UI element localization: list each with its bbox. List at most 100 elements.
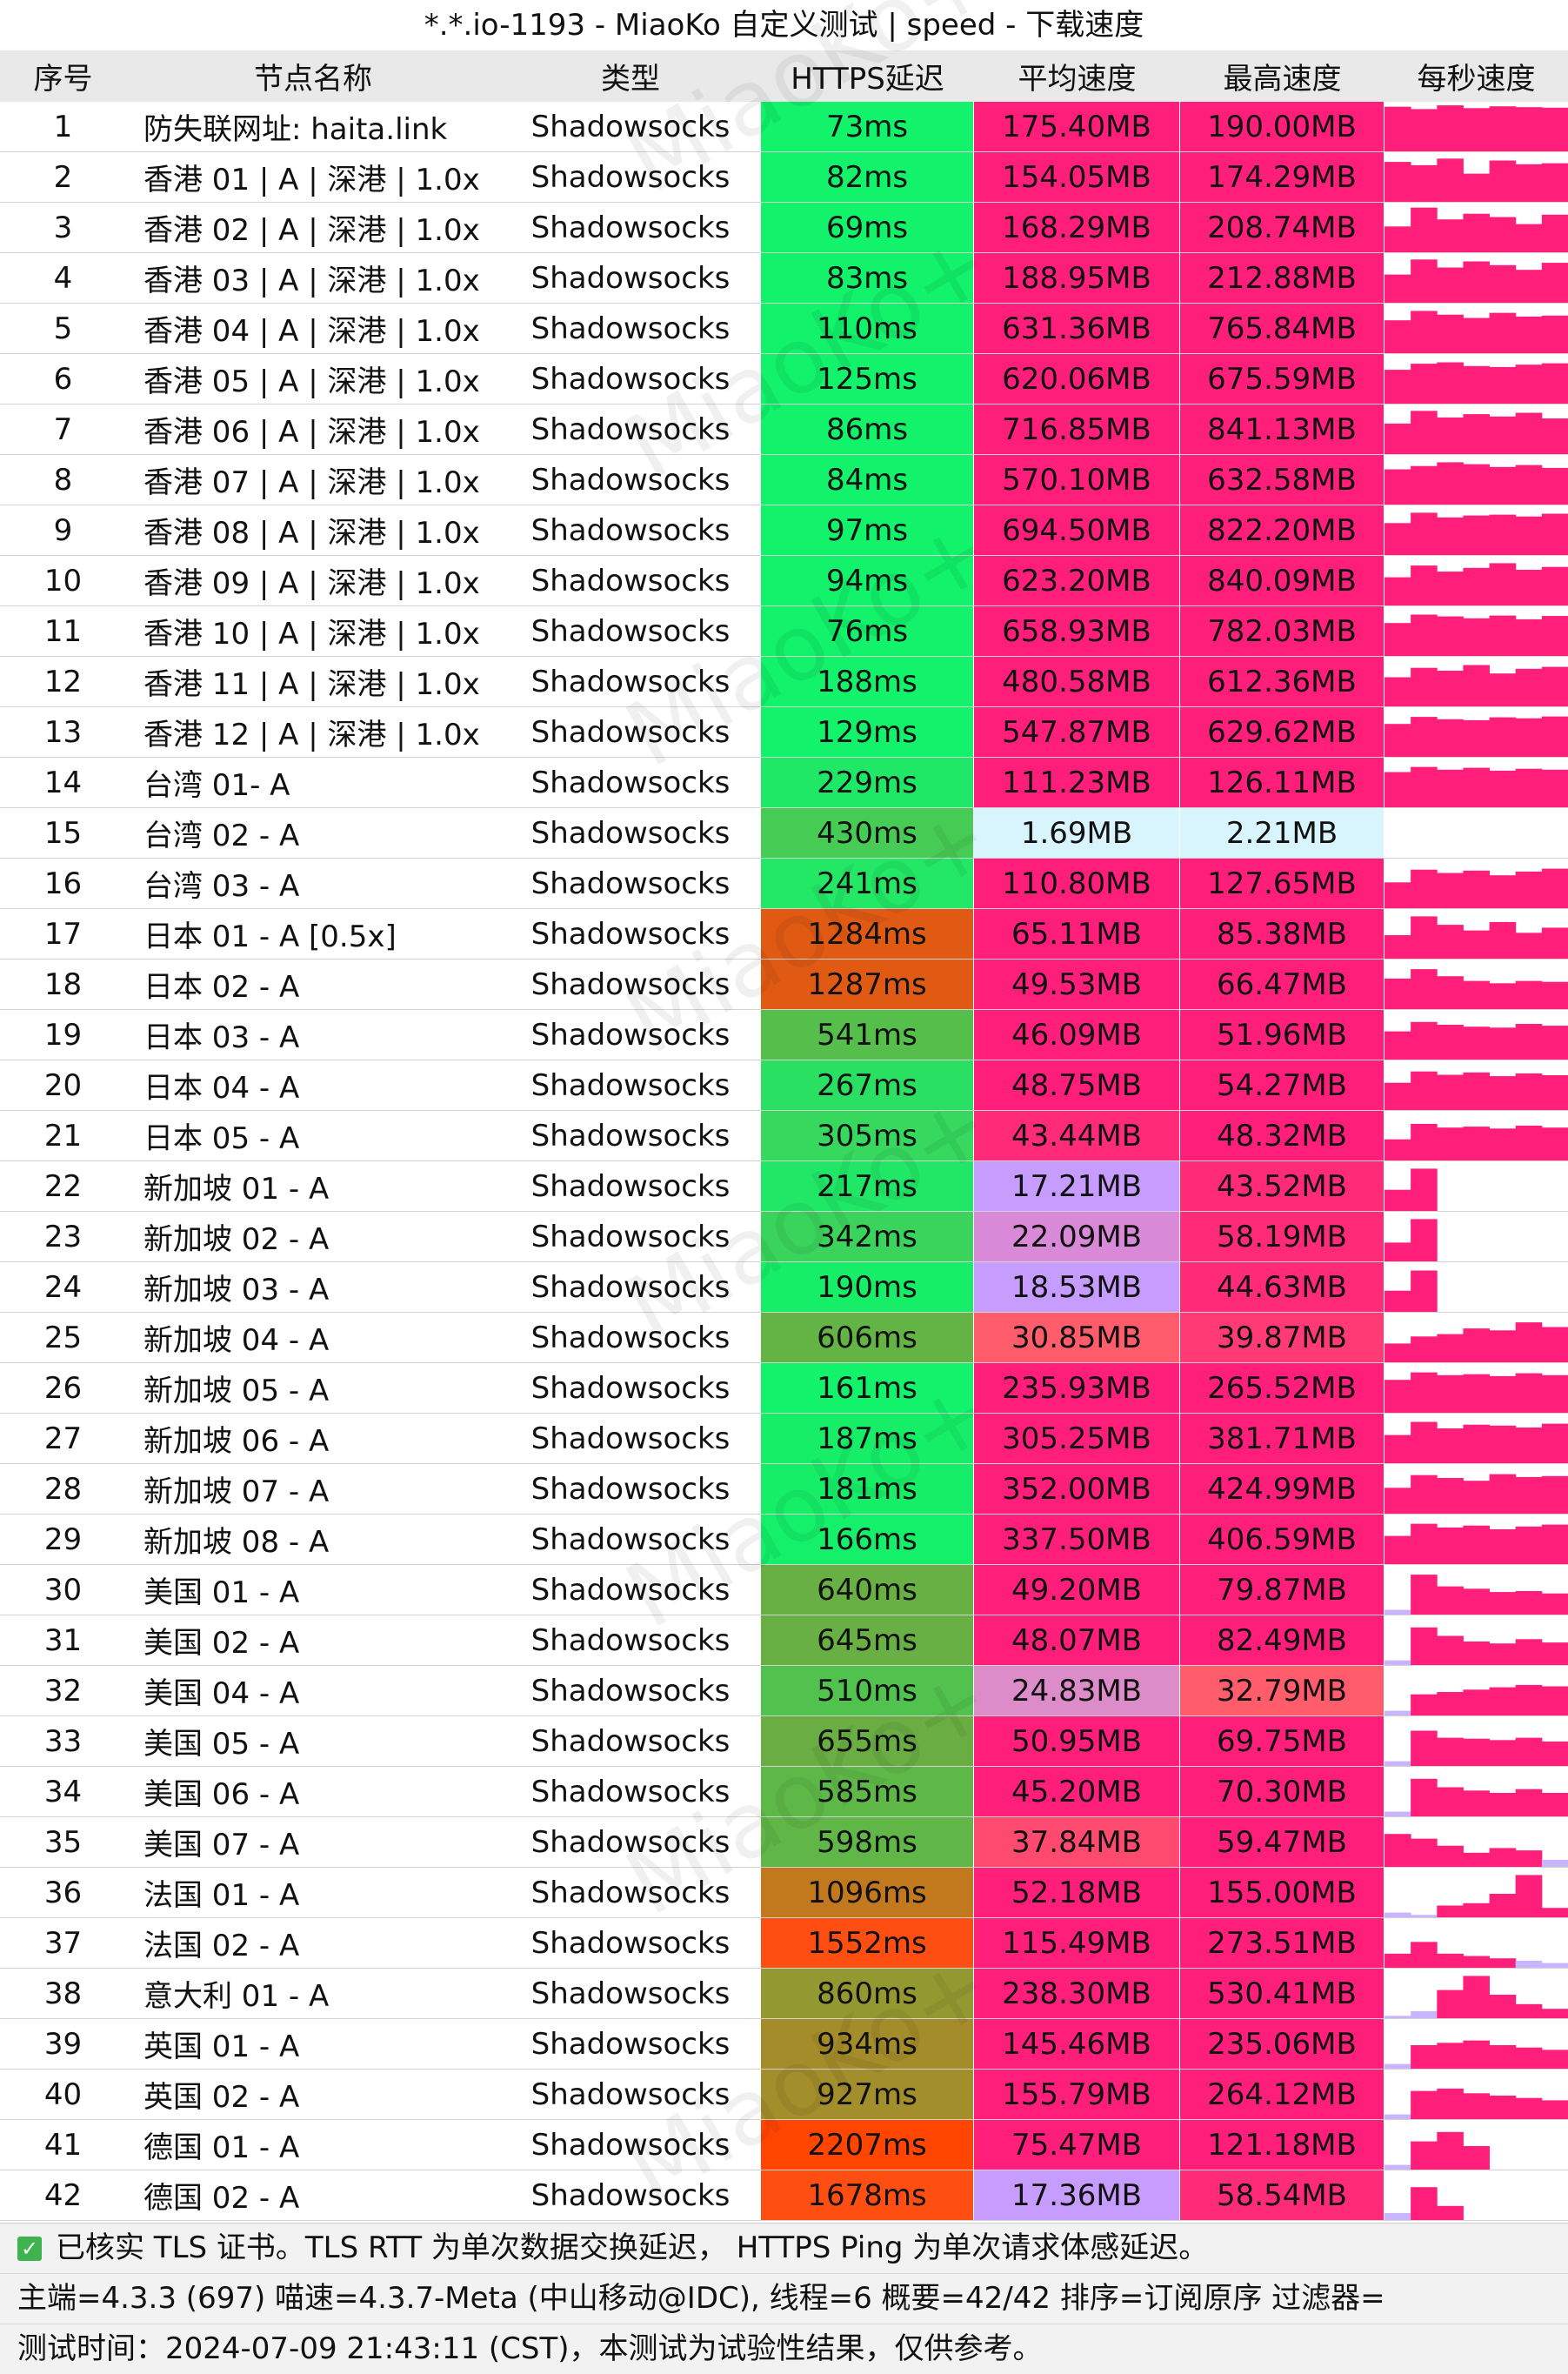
table-row[interactable]: 17 日本 01 - A [0.5x] Shadowsocks 1284ms 65.11… [0, 909, 1568, 960]
col-header-type[interactable]: 类型 [601, 62, 660, 97]
per-second-sparkline [1385, 411, 1568, 454]
table-row[interactable]: 27 新加坡 06 - A Shadowsocks 187ms 305.25MB 381.… [0, 1414, 1568, 1464]
per-second-bar [1541, 1524, 1568, 1564]
cell-avg-speed: 480.58MB [974, 657, 1180, 706]
cell-latency: 129ms [761, 707, 974, 757]
table-row[interactable]: 8 香港 07 | A | 深港 | 1.0x Shadowsocks 84ms 570… [0, 455, 1568, 505]
table-row[interactable]: 12 香港 11 | A | 深港 | 1.0x Shadowsocks 188ms 4… [0, 657, 1568, 707]
col-header-per-second[interactable]: 每秒速度 [1417, 62, 1536, 97]
table-row[interactable]: 37 法国 02 - A Shadowsocks 1552ms 115.49MB 273.… [0, 1918, 1568, 1969]
table-row[interactable]: 14 台湾 01- A Shadowsocks 229ms 111.23MB 126.11… [0, 758, 1568, 808]
table-row[interactable]: 32 美国 04 - A Shadowsocks 510ms 24.83MB 32.79M… [0, 1666, 1568, 1716]
table-row[interactable]: 25 新加坡 04 - A Shadowsocks 606ms 30.85MB 39.87… [0, 1313, 1568, 1363]
table-row[interactable]: 1 防失联网址: haita.link Shadowsocks 73ms 175.40M… [0, 102, 1568, 152]
table-row[interactable]: 30 美国 01 - A Shadowsocks 640ms 49.20MB 79.87M… [0, 1565, 1568, 1615]
table-row[interactable]: 34 美国 06 - A Shadowsocks 585ms 45.20MB 70.30M… [0, 1767, 1568, 1817]
per-second-bar [1541, 107, 1568, 151]
cell-avg-speed: 620.06MB [974, 354, 1180, 404]
per-second-sparkline [1385, 1021, 1568, 1060]
per-second-bar [1463, 1027, 1490, 1060]
per-second-bar [1463, 173, 1490, 202]
per-second-bar [1515, 1850, 1543, 1867]
per-second-bar [1411, 109, 1438, 151]
cell-node-name: 新加坡 08 - A [143, 1525, 330, 1560]
table-row[interactable]: 19 日本 03 - A Shadowsocks 541ms 46.09MB 51.96M… [0, 1010, 1568, 1060]
col-header-name[interactable]: 节点名称 [254, 62, 372, 97]
cell-type: Shadowsocks [530, 1219, 731, 1254]
col-header-latency[interactable]: HTTPS延迟 [791, 62, 944, 97]
per-second-sparkline [1385, 1270, 1438, 1312]
per-second-bar [1541, 1374, 1568, 1413]
table-row[interactable]: 6 香港 05 | A | 深港 | 1.0x Shadowsocks 125ms 62… [0, 354, 1568, 405]
cell-latency: 76ms [761, 606, 974, 656]
table-row[interactable]: 3 香港 02 | A | 深港 | 1.0x Shadowsocks 69ms 168… [0, 203, 1568, 253]
table-row[interactable]: 4 香港 03 | A | 深港 | 1.0x Shadowsocks 83ms 188… [0, 253, 1568, 304]
table-row[interactable]: 16 台湾 03 - A Shadowsocks 241ms 110.80MB 127.6… [0, 859, 1568, 909]
per-second-bar [1437, 1905, 1464, 1917]
table-row[interactable]: 41 德国 01 - A Shadowsocks 2207ms 75.47MB 121.1… [0, 2120, 1568, 2170]
cell-avg-speed: 52.18MB [974, 1868, 1180, 1917]
cell-latency: 934ms [761, 2019, 974, 2069]
cell-type: Shadowsocks [530, 109, 731, 144]
table-row[interactable]: 42 德国 02 - A Shadowsocks 1678ms 17.36MB 58.54… [0, 2170, 1568, 2221]
table-row[interactable]: 13 香港 12 | A | 深港 | 1.0x Shadowsocks 129ms 5… [0, 707, 1568, 758]
cell-type: Shadowsocks [530, 512, 731, 548]
per-second-bar [1489, 563, 1517, 605]
per-second-bar [1515, 718, 1543, 757]
table-row[interactable]: 20 日本 04 - A Shadowsocks 267ms 48.75MB 54.27M… [0, 1060, 1568, 1111]
table-row[interactable]: 22 新加坡 01 - A Shadowsocks 217ms 17.21MB 43.52… [0, 1161, 1568, 1212]
cell-no: 11 [43, 613, 83, 649]
per-second-bar [1541, 2009, 1568, 2018]
table-row[interactable]: 21 日本 05 - A Shadowsocks 305ms 43.44MB 48.32M… [0, 1111, 1568, 1161]
table-row[interactable]: 15 台湾 02 - A Shadowsocks 430ms 1.69MB 2.21MB [0, 808, 1568, 859]
cell-max-speed: 765.84MB [1180, 304, 1385, 353]
table-row[interactable]: 9 香港 08 | A | 深港 | 1.0x Shadowsocks 97ms 694… [0, 505, 1568, 556]
per-second-bar [1541, 163, 1568, 202]
table-row[interactable]: 29 新加坡 08 - A Shadowsocks 166ms 337.50MB 406.… [0, 1515, 1568, 1565]
table-row[interactable]: 38 意大利 01 - A Shadowsocks 860ms 238.30MB 530.… [0, 1969, 1568, 2019]
per-second-bar [1411, 1421, 1438, 1463]
per-second-bar [1463, 1790, 1490, 1816]
per-second-bar [1411, 1021, 1438, 1060]
footer-divider [0, 2273, 1568, 2274]
per-second-sparkline [1385, 1421, 1568, 1463]
table-row[interactable]: 31 美国 02 - A Shadowsocks 645ms 48.07MB 82.49M… [0, 1615, 1568, 1666]
cell-avg-speed: 238.30MB [974, 1969, 1180, 2018]
table-row[interactable]: 40 英国 02 - A Shadowsocks 927ms 155.79MB 264.1… [0, 2070, 1568, 2120]
table-row[interactable]: 7 香港 06 | A | 深港 | 1.0x Shadowsocks 86ms 716… [0, 405, 1568, 455]
cell-node-name: 日本 02 - A [143, 970, 300, 1005]
per-second-bar [1541, 1963, 1568, 1968]
table-row[interactable]: 33 美国 05 - A Shadowsocks 655ms 50.95MB 69.75M… [0, 1716, 1568, 1767]
table-row[interactable]: 23 新加坡 02 - A Shadowsocks 342ms 22.09MB 58.19… [0, 1212, 1568, 1262]
table-row[interactable]: 26 新加坡 05 - A Shadowsocks 161ms 235.93MB 265.… [0, 1363, 1568, 1414]
per-second-bar [1437, 158, 1464, 202]
col-header-no[interactable]: 序号 [33, 62, 93, 97]
cell-no: 14 [43, 765, 83, 800]
per-second-bar [1463, 2093, 1490, 2119]
table-row[interactable]: 39 英国 01 - A Shadowsocks 934ms 145.46MB 235.0… [0, 2019, 1568, 2070]
cell-per-second-chart [1385, 505, 1568, 555]
table-row[interactable]: 10 香港 09 | A | 深港 | 1.0x Shadowsocks 94ms 62… [0, 556, 1568, 606]
table-row[interactable]: 5 香港 04 | A | 深港 | 1.0x Shadowsocks 110ms 63… [0, 304, 1568, 354]
table-row[interactable]: 18 日本 02 - A Shadowsocks 1287ms 49.53MB 66.47… [0, 960, 1568, 1010]
col-header-avg-speed[interactable]: 平均速度 [1018, 62, 1137, 97]
per-second-bar [1437, 1074, 1464, 1110]
table-row[interactable]: 11 香港 10 | A | 深港 | 1.0x Shadowsocks 76ms 65… [0, 606, 1568, 657]
window-title: *.*.io-1193 - MiaoKo 自定义测试 | speed - 下载速… [0, 0, 1568, 51]
cell-no: 7 [53, 411, 73, 447]
table-row[interactable]: 35 美国 07 - A Shadowsocks 598ms 37.84MB 59.47M… [0, 1817, 1568, 1868]
table-row[interactable]: 2 香港 01 | A | 深港 | 1.0x Shadowsocks 82ms 154… [0, 152, 1568, 203]
table-row[interactable]: 24 新加坡 03 - A Shadowsocks 190ms 18.53MB 44.63… [0, 1262, 1568, 1313]
per-second-sparkline [1385, 808, 1568, 858]
col-header-max-speed[interactable]: 最高速度 [1223, 62, 1342, 97]
cell-no: 36 [43, 1875, 83, 1910]
cell-max-speed: 66.47MB [1180, 960, 1385, 1009]
per-second-bar [1463, 1903, 1490, 1917]
table-row[interactable]: 28 新加坡 07 - A Shadowsocks 181ms 352.00MB 424.… [0, 1464, 1568, 1515]
cell-latency: 510ms [761, 1666, 974, 1715]
cell-node-name: 新加坡 03 - A [143, 1273, 330, 1307]
cell-node-name: 香港 05 | A | 深港 | 1.0x [143, 364, 480, 399]
per-second-sparkline [1385, 1575, 1568, 1615]
cell-max-speed: 121.18MB [1180, 2120, 1385, 2170]
table-row[interactable]: 36 法国 01 - A Shadowsocks 1096ms 52.18MB 155.0… [0, 1868, 1568, 1918]
